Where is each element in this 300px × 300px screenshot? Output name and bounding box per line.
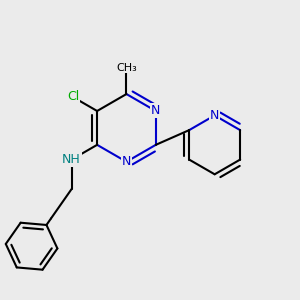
Text: NH: NH — [62, 153, 81, 166]
Text: N: N — [210, 109, 219, 122]
Text: N: N — [151, 104, 160, 118]
Text: CH₃: CH₃ — [116, 63, 137, 73]
Text: Cl: Cl — [67, 91, 79, 103]
Text: N: N — [122, 155, 131, 168]
